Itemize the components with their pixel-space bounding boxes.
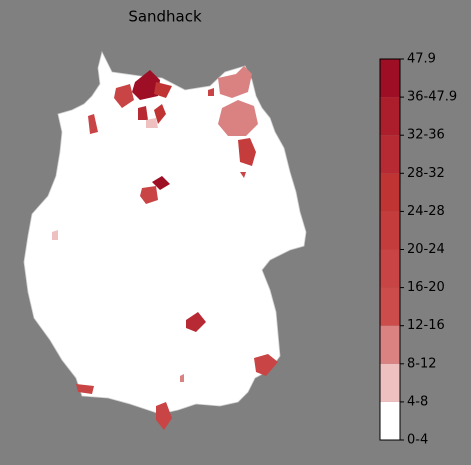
colorbar-label: 12-16 [407,318,445,333]
region [152,176,170,190]
colorbar-segment [380,401,400,440]
map-title: Sandhack [128,8,202,26]
region [154,82,172,98]
region [132,70,160,100]
region [218,100,258,136]
region [218,66,252,98]
region [154,104,166,124]
colorbar-segment [380,211,400,250]
colorbar-label: 20-24 [407,242,445,257]
region [114,84,134,108]
germany-map [23,50,307,430]
region [208,88,214,96]
colorbar-label: 0-4 [407,433,428,448]
region [52,230,58,240]
colorbar: 0-4 4-8 8-12 12-16 16-20 20-24 24-28 28-32 32-36… [379,52,457,448]
colorbar-segment [380,97,400,136]
colorbar-label: 8-12 [407,356,437,371]
region [146,118,158,128]
region [180,374,184,382]
country-outline [23,50,307,415]
colorbar-segment [380,363,400,402]
colorbar-segment [380,59,400,98]
region [254,354,278,376]
colorbar-label: 16-20 [407,280,445,295]
colorbar-label: 36-47.9 [407,90,457,105]
region [186,312,206,332]
region [88,114,98,134]
region [240,172,246,178]
region [238,138,256,166]
colorbar-segment [380,135,400,174]
colorbar-label: 47.9 [407,52,436,67]
colorbar-label: 24-28 [407,204,445,219]
colorbar-segment [380,173,400,212]
regions [52,66,278,430]
colorbar-label: 32-36 [407,128,445,143]
colorbar-segment [380,287,400,326]
colorbar-segment [380,249,400,288]
colorbar-segment [380,325,400,364]
colorbar-label: 28-32 [407,166,445,181]
colorbar-label: 4-8 [407,394,428,409]
region [156,402,172,430]
region [76,384,94,394]
region [138,106,148,120]
region [140,186,158,204]
